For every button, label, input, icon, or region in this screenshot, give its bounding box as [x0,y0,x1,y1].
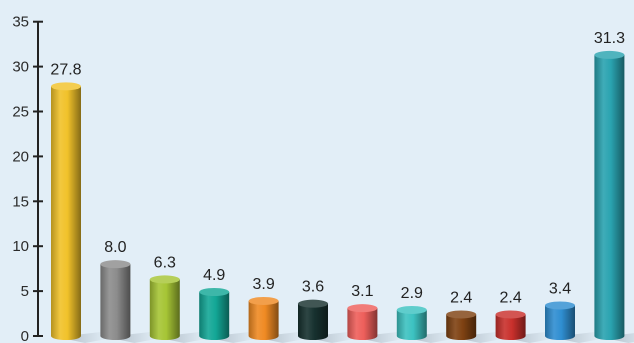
bar-body [100,264,131,340]
bar-top [495,310,526,319]
bar-shadow [402,332,453,343]
bar-top [100,260,131,269]
bar-body [495,314,526,340]
y-tick-label: 35 [12,14,29,31]
value-label: 2.4 [499,289,521,306]
bar-shadow [501,332,552,343]
bar-top [298,299,328,308]
bar [594,50,625,341]
bar-top [149,275,180,284]
bar-body [594,54,625,341]
bar-body [149,279,180,340]
y-axis: 0 5 10 15 20 25 30 35 [12,14,43,343]
bar-shadow [551,332,601,343]
bar [495,310,526,340]
value-label: 3.1 [351,283,373,300]
bar [100,260,131,340]
bar-top [248,296,279,305]
bar-shadow [106,332,157,343]
value-label: 8.0 [104,239,126,256]
bar-shadow [57,332,107,343]
value-label: 4.9 [203,267,225,284]
y-tick-label: 25 [12,104,29,121]
bar-top [347,304,378,313]
bar-top [396,305,427,314]
bar [298,299,328,340]
value-label: 3.4 [549,280,571,297]
y-tick-label: 0 [21,328,29,343]
bar-body [51,86,81,340]
bar-top [199,287,230,296]
value-label: 31.3 [594,30,625,47]
bar-body [396,309,427,340]
bar [248,296,279,340]
bar-shadow [304,332,354,343]
y-tick-label: 5 [21,283,29,300]
bar-body [199,291,230,340]
y-tick-label: 10 [12,238,29,255]
value-label: 3.6 [302,279,324,296]
y-tick-label: 20 [12,148,29,165]
bar-top [51,82,81,91]
y-tick-label: 15 [12,193,29,210]
bar [347,304,378,340]
bar-body [298,303,328,340]
bar-shadow [155,332,206,343]
bar-shadow [353,332,404,343]
value-label: 2.4 [450,289,472,306]
bar-top [545,301,575,310]
y-tick-label: 30 [12,59,29,76]
value-label: 3.9 [252,276,274,293]
bar [199,287,230,340]
bar-body [248,300,279,340]
bar-body [545,305,575,340]
bar-body [347,308,378,340]
bar-top [446,310,477,319]
bar [149,275,180,340]
value-label: 6.3 [154,254,176,271]
bars: 27.8 8.0 6.3 4.9 3.9 3.6 3.1 2.9 2.4 2.4 3.4 31.3 [50,30,625,341]
bar-shadow [254,332,305,343]
bar-shadow [452,332,503,343]
bar [446,310,477,340]
bar-body [446,314,477,340]
value-label: 2.9 [401,285,423,302]
bar-shadow [205,332,256,343]
bar [51,82,81,340]
bar [545,301,575,340]
bar-top [594,50,625,59]
bar [396,305,427,340]
value-label: 27.8 [50,61,81,78]
